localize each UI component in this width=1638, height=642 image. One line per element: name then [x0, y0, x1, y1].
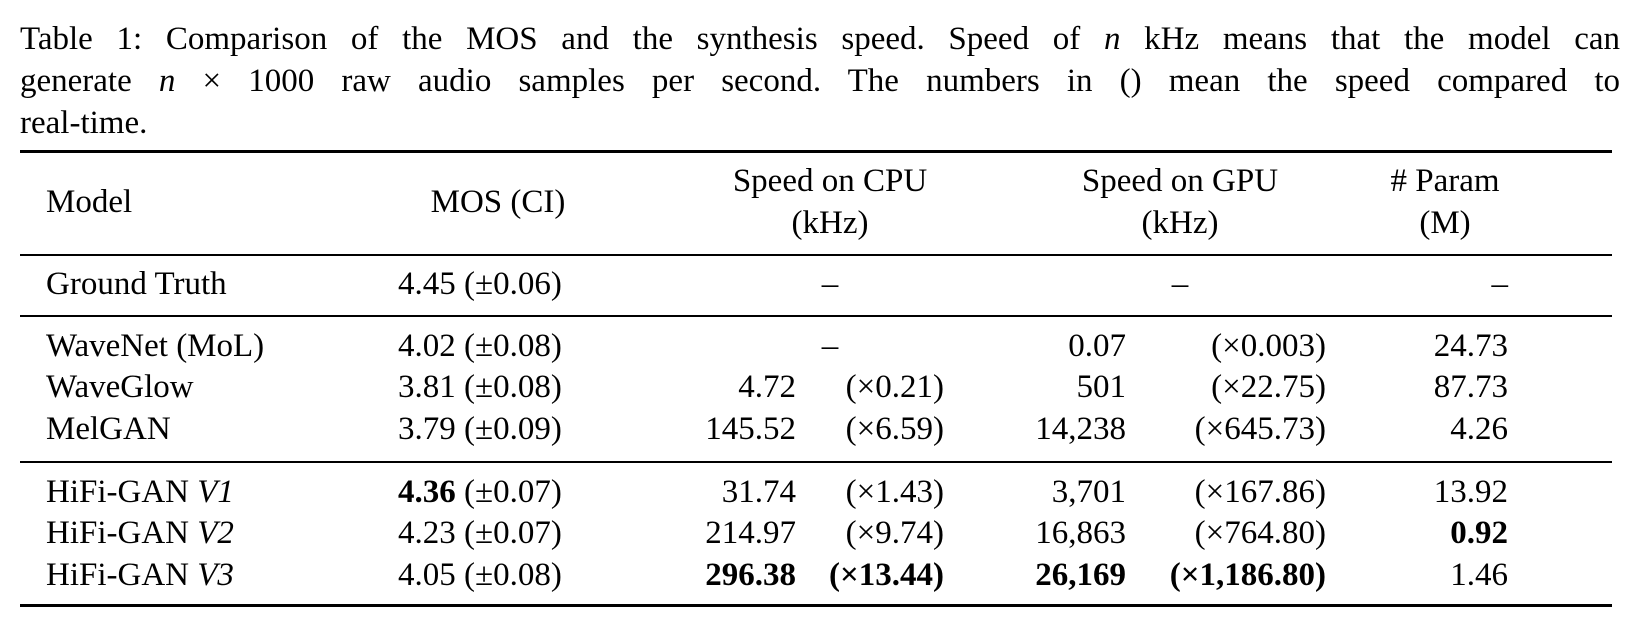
cell-param: 13.92: [1433, 474, 1508, 510]
header-model: Model: [46, 184, 133, 220]
cell-gpu: 0.07: [1068, 328, 1126, 364]
cell-gpu-ratio: (×0.003): [1211, 328, 1326, 364]
caption-line-1: Table 1: Comparison of the MOS and the s…: [20, 21, 1620, 57]
cell-param: 4.26: [1450, 411, 1508, 447]
cell-gpu-ratio: (×1,186.80): [1169, 557, 1326, 593]
header-param-line2: (M): [1419, 205, 1471, 241]
cell-gpu-ratio: (×22.75): [1211, 369, 1326, 405]
cell-mos: 3.79 (±0.09): [398, 411, 562, 447]
cell-param: –: [1491, 266, 1509, 302]
top-rule: [20, 150, 1612, 153]
cell-cpu-ratio: (×0.21): [845, 369, 944, 405]
cell-model: WaveGlow: [46, 369, 194, 405]
header-cpu-line1: Speed on CPU: [732, 163, 928, 199]
header-param-line1: # Param: [1390, 163, 1500, 199]
header-mos: MOS (CI): [430, 184, 566, 220]
cell-mos: 4.45 (±0.06): [398, 266, 562, 302]
cell-param: 1.46: [1450, 557, 1508, 593]
cell-mos: 4.02 (±0.08): [398, 328, 562, 364]
cell-gpu: –: [1171, 266, 1189, 302]
table-caption: Table 1: Comparison of the MOS and the s…: [20, 18, 1620, 144]
cell-cpu-ratio: (×1.43): [845, 474, 944, 510]
cell-mos: 3.81 (±0.08): [398, 369, 562, 405]
cell-gpu-ratio: (×645.73): [1194, 411, 1326, 447]
cell-cpu-ratio: (×6.59): [845, 411, 944, 447]
cell-cpu: 214.97: [705, 515, 796, 551]
cell-cpu-ratio: (×9.74): [845, 515, 944, 551]
cell-param: 24.73: [1433, 328, 1508, 364]
cell-model: HiFi-GAN V3: [46, 557, 234, 593]
caption-line-2: generate n × 1000 raw audio samples per …: [20, 63, 1620, 99]
cell-cpu-ratio: (×13.44): [828, 557, 944, 593]
cell-model: Ground Truth: [46, 266, 227, 302]
header-gpu-line1: Speed on GPU: [1081, 163, 1279, 199]
cell-gpu: 3,701: [1051, 474, 1126, 510]
group-rule-2: [20, 461, 1612, 463]
cell-mos: 4.36 (±0.07): [398, 474, 562, 510]
cell-param: 0.92: [1450, 515, 1508, 551]
cell-model: HiFi-GAN V1: [46, 474, 234, 510]
header-gpu-line2: (kHz): [1141, 205, 1219, 241]
cell-model: HiFi-GAN V2: [46, 515, 234, 551]
cell-cpu: 296.38: [705, 557, 796, 593]
cell-cpu: 31.74: [721, 474, 796, 510]
cell-cpu: 145.52: [705, 411, 796, 447]
cell-model: WaveNet (MoL): [46, 328, 265, 364]
cell-cpu: –: [821, 328, 839, 364]
header-cpu-line2: (kHz): [791, 205, 869, 241]
cell-gpu-ratio: (×167.86): [1194, 474, 1326, 510]
caption-line-3: real-time.: [20, 105, 148, 141]
cell-gpu: 16,863: [1035, 515, 1126, 551]
cell-gpu: 26,169: [1035, 557, 1126, 593]
cell-mos: 4.05 (±0.08): [398, 557, 562, 593]
cell-cpu: –: [821, 266, 839, 302]
cell-model: MelGAN: [46, 411, 171, 447]
group-rule-1: [20, 315, 1612, 317]
bottom-rule: [20, 604, 1612, 607]
cell-param: 87.73: [1433, 369, 1508, 405]
header-rule: [20, 254, 1612, 256]
cell-mos: 4.23 (±0.07): [398, 515, 562, 551]
cell-gpu-ratio: (×764.80): [1194, 515, 1326, 551]
cell-gpu: 501: [1076, 369, 1127, 405]
cell-gpu: 14,238: [1035, 411, 1126, 447]
cell-cpu: 4.72: [738, 369, 796, 405]
